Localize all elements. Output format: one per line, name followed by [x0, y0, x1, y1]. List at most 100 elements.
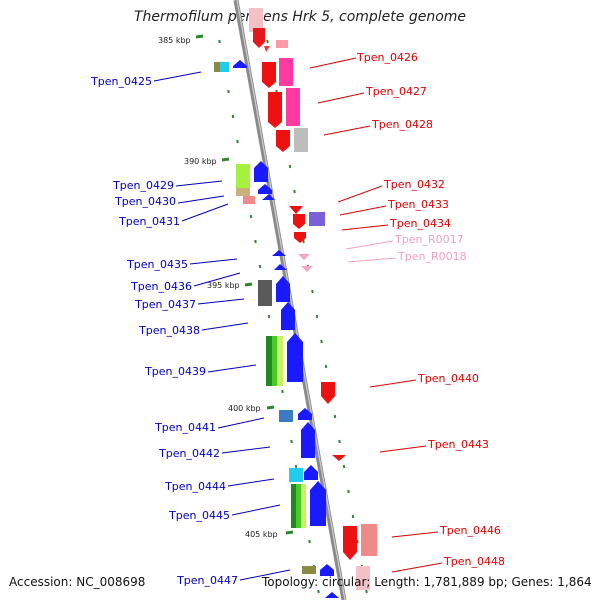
minor-tick [351, 514, 355, 519]
gene-block-0433-a[interactable] [293, 214, 305, 229]
gene-block-0445-d[interactable] [310, 481, 326, 526]
gene-block-0448[interactable] [356, 566, 370, 590]
gene-block-0440[interactable] [321, 382, 335, 404]
gene-block-0442[interactable] [301, 422, 315, 458]
label-Tpen_0433[interactable]: Tpen_0433 [387, 198, 449, 211]
minor-tick [258, 264, 262, 269]
gene-block-0438[interactable] [281, 302, 295, 330]
leader-0428 [323, 125, 371, 136]
minor-tick [347, 489, 350, 494]
accession-text: Accession: NC_008698 [9, 575, 146, 589]
gene-block-0439-b[interactable] [272, 336, 277, 386]
label-Tpen_0426[interactable]: Tpen_0426 [356, 51, 418, 64]
gene-block-0444-b[interactable] [304, 465, 318, 480]
label-Tpen_0442[interactable]: Tpen_0442 [158, 447, 220, 460]
label-Tpen_0430[interactable]: Tpen_0430 [114, 195, 176, 208]
gene-block-0426-d[interactable] [276, 40, 288, 48]
gene-block-0434[interactable] [294, 232, 306, 243]
gene-block-0437-a[interactable] [258, 280, 272, 306]
gene-block-0426-c[interactable] [262, 40, 270, 52]
label-Tpen_0448[interactable]: Tpen_0448 [443, 555, 505, 568]
label-Tpen_0436[interactable]: Tpen_0436 [130, 280, 192, 293]
gene-block-0428-b[interactable] [294, 128, 308, 152]
gene-block-0446-b[interactable] [361, 524, 377, 556]
label-Tpen_0434[interactable]: Tpen_0434 [389, 217, 451, 230]
leader-0444 [227, 478, 275, 487]
gene-block-0425-b[interactable] [220, 62, 229, 72]
gene-block-0445-a[interactable] [291, 484, 296, 528]
gene-block-0447-a[interactable] [302, 566, 316, 574]
leader-R0017 [345, 240, 394, 250]
label-Tpen_R0017[interactable]: Tpen_R0017 [394, 233, 464, 246]
minor-tick [315, 314, 319, 319]
gene-block-0432[interactable] [289, 206, 303, 214]
gene-block-0429-b[interactable] [236, 188, 250, 196]
label-Tpen_0437[interactable]: Tpen_0437 [134, 298, 196, 311]
scale-label-385: 385 kbp [158, 36, 191, 45]
leader-0442 [221, 446, 271, 454]
minor-tick [302, 239, 305, 244]
scale-label-395: 395 kbp [207, 281, 240, 290]
label-Tpen_0432[interactable]: Tpen_0432 [383, 178, 445, 191]
scale-label-390: 390 kbp [184, 157, 217, 166]
gene-block-0441-a[interactable] [279, 410, 293, 422]
leader-0437 [197, 298, 245, 305]
label-Tpen_0435[interactable]: Tpen_0435 [126, 258, 188, 271]
gene-block-0435-a[interactable] [272, 250, 286, 256]
gene-block-0425-c[interactable] [233, 60, 247, 68]
gene-block-0445-b[interactable] [296, 484, 301, 528]
gene-block-0426-a[interactable] [249, 8, 263, 32]
gene-block-0429-a[interactable] [236, 164, 250, 188]
gene-block-0447-b[interactable] [320, 564, 334, 576]
gene-block-0441-b[interactable] [298, 408, 312, 420]
label-Tpen_0438[interactable]: Tpen_0438 [138, 324, 200, 337]
label-Tpen_0431[interactable]: Tpen_0431 [118, 215, 180, 228]
gene-block-0429-c[interactable] [254, 161, 268, 182]
label-Tpen_0441[interactable]: Tpen_0441 [154, 421, 216, 434]
minor-tick [311, 289, 314, 294]
minor-tick [294, 464, 298, 469]
gene-block-0426-b[interactable] [253, 28, 265, 48]
gene-block-0439-a[interactable] [266, 336, 272, 386]
label-Tpen_0443[interactable]: Tpen_0443 [427, 438, 489, 451]
label-Tpen_R0018[interactable]: Tpen_R0018 [397, 250, 467, 263]
gene-block-0447-c[interactable] [325, 592, 339, 598]
gene-block-0439-d[interactable] [287, 333, 303, 382]
gene-block-0433-b[interactable] [309, 212, 325, 226]
gene-block-0427-c[interactable] [268, 92, 282, 128]
label-Tpen_0440[interactable]: Tpen_0440 [417, 372, 479, 385]
leader-0448 [391, 562, 443, 573]
gene-block-0437-b[interactable] [276, 276, 290, 302]
scale-label-400: 400 kbp [228, 404, 261, 413]
label-Tpen_0446[interactable]: Tpen_0446 [439, 524, 501, 537]
minor-tick [365, 589, 368, 594]
gene-block-0427-a[interactable] [262, 62, 276, 88]
gene-block-0445-c[interactable] [301, 484, 306, 528]
gene-block-0425-a[interactable] [214, 62, 220, 72]
label-Tpen_0428[interactable]: Tpen_0428 [371, 118, 433, 131]
gene-block-0430-a[interactable] [243, 196, 255, 204]
gene-block-0427-b[interactable] [279, 58, 293, 86]
minor-tick [308, 539, 311, 544]
gene-block-0435-b[interactable] [274, 264, 287, 270]
gene-block-0444-a[interactable] [289, 468, 303, 482]
gene-block-0431[interactable] [262, 194, 275, 200]
gene-block-0428-a[interactable] [276, 130, 290, 152]
gene-block-R0018[interactable] [301, 266, 313, 272]
gene-block-0430-b[interactable] [258, 184, 272, 194]
label-Tpen_0427[interactable]: Tpen_0427 [365, 85, 427, 98]
gene-block-0446-a[interactable] [343, 526, 357, 560]
leader-0439 [207, 364, 257, 373]
gene-block-0427-d[interactable] [286, 88, 300, 126]
label-Tpen_0444[interactable]: Tpen_0444 [164, 480, 226, 493]
gene-block-0443[interactable] [332, 455, 346, 461]
label-Tpen_0445[interactable]: Tpen_0445 [168, 509, 230, 522]
label-Tpen_0447[interactable]: Tpen_0447 [176, 574, 238, 587]
gene-block-R0017[interactable] [298, 254, 310, 260]
label-Tpen_0425[interactable]: Tpen_0425 [90, 75, 152, 88]
gene-block-0439-c[interactable] [277, 336, 283, 386]
scale-label-405: 405 kbp [245, 530, 278, 539]
label-Tpen_0429[interactable]: Tpen_0429 [112, 179, 174, 192]
label-Tpen_0439[interactable]: Tpen_0439 [144, 365, 206, 378]
